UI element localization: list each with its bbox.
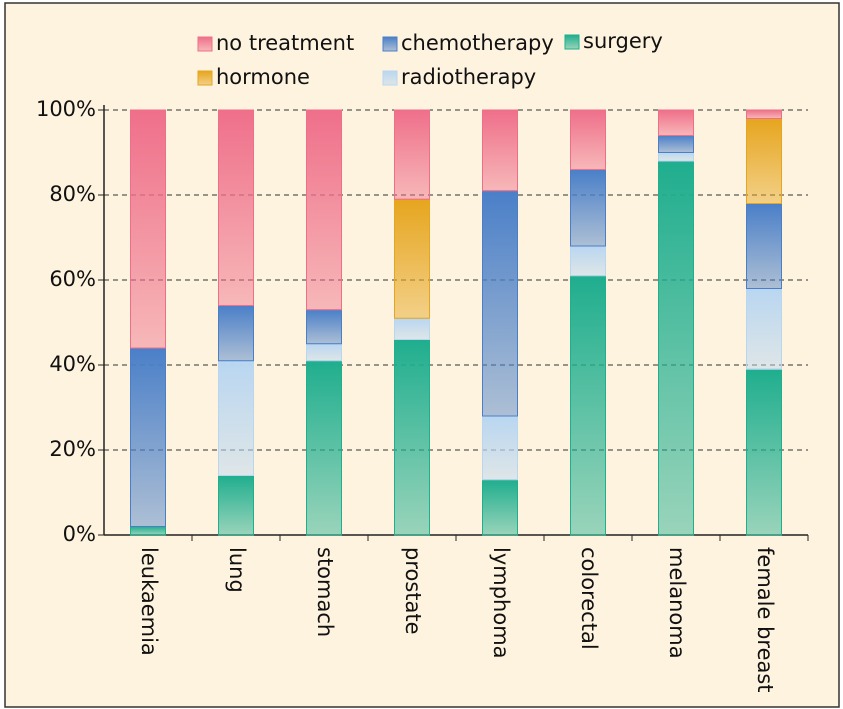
legend-swatch <box>197 36 213 52</box>
x-tick-label: leukaemia <box>137 547 161 656</box>
x-tick-label: prostate <box>401 547 425 635</box>
y-tick-label: 20% <box>49 437 96 461</box>
bar-segment <box>394 339 430 536</box>
bar-segment <box>306 109 342 311</box>
legend-swatch <box>564 34 580 50</box>
legend-label: surgery <box>583 29 663 53</box>
legend-swatch <box>382 36 398 52</box>
bar-segment <box>130 109 166 349</box>
bar-segment <box>570 275 606 536</box>
bar-segment <box>570 245 606 277</box>
bar-segment <box>306 309 342 345</box>
x-tick-label: lymphoma <box>489 547 513 659</box>
bar-segment <box>482 415 518 481</box>
y-tick-label: 60% <box>49 267 96 291</box>
y-tick-label: 0% <box>63 522 96 546</box>
bar-segment <box>746 368 782 536</box>
bar-segment <box>130 347 166 527</box>
bar-segment <box>306 360 342 536</box>
bar-segment <box>746 109 782 119</box>
y-tick-label: 40% <box>49 352 96 376</box>
legend-label: chemotherapy <box>401 31 554 55</box>
legend-swatch <box>382 70 398 86</box>
bar-segment <box>658 109 694 136</box>
bar-segment <box>658 160 694 536</box>
bar-segment <box>394 109 430 200</box>
legend-swatch <box>197 70 213 86</box>
x-tick-label: melanoma <box>665 547 689 659</box>
bar-segment <box>482 190 518 417</box>
y-tick-label: 80% <box>49 182 96 206</box>
bar-segment <box>394 198 430 319</box>
bar-segment <box>218 305 254 362</box>
bar-segment <box>218 109 254 306</box>
x-tick-label: colorectal <box>577 547 601 650</box>
bar-segment <box>306 343 342 362</box>
bar-segment <box>746 288 782 370</box>
bar-segment <box>482 479 518 536</box>
bar-segment <box>746 118 782 204</box>
bar-segment <box>218 475 254 536</box>
legend-label: hormone <box>216 65 310 89</box>
x-tick-label: female breast <box>753 547 777 693</box>
bar-segment <box>218 360 254 476</box>
legend-label: no treatment <box>216 31 354 55</box>
bar-segment <box>746 203 782 289</box>
x-tick-label: lung <box>225 547 249 593</box>
bar-segment <box>570 109 606 170</box>
bar-segment <box>130 526 166 536</box>
y-tick-label: 100% <box>36 97 96 121</box>
bar-segment <box>570 169 606 247</box>
x-tick-label: stomach <box>313 547 337 637</box>
bar-segment <box>482 109 518 192</box>
legend-label: radiotherapy <box>401 65 536 89</box>
bar-segment <box>394 317 430 340</box>
bar-segment <box>658 152 694 162</box>
bar-segment <box>658 135 694 153</box>
